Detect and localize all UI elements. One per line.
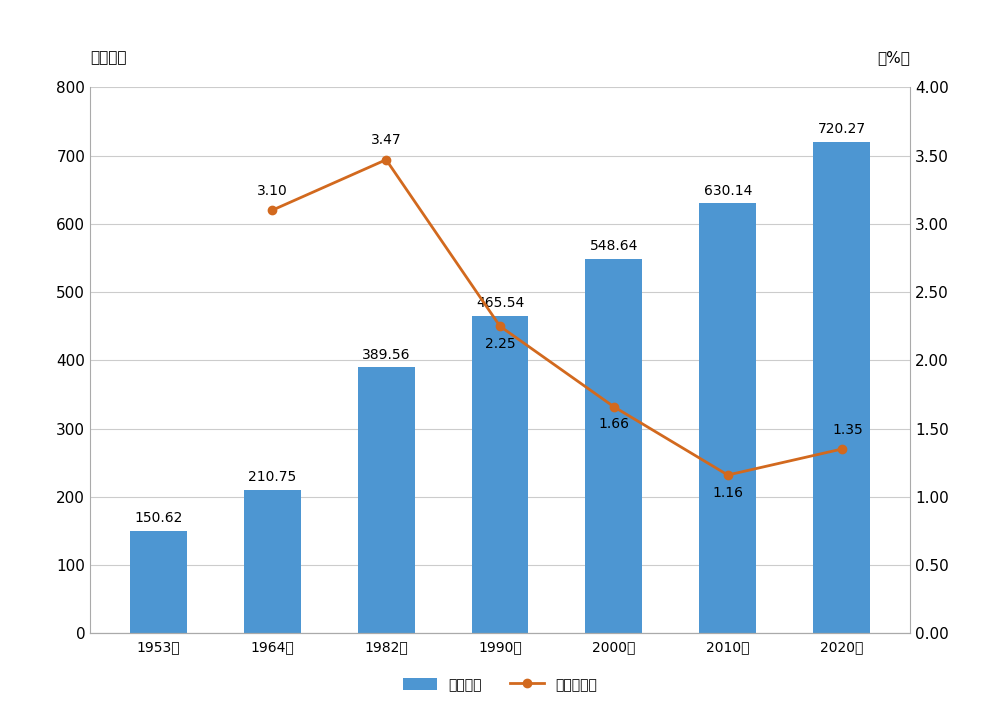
Bar	[585, 259, 642, 633]
Bar	[358, 368, 415, 633]
Text: 150.62: 150.62	[134, 511, 183, 525]
Text: 1.35: 1.35	[832, 423, 863, 437]
Bar	[244, 489, 301, 633]
Text: （%）: （%）	[877, 50, 910, 66]
Text: 1.16: 1.16	[712, 486, 743, 499]
Text: 3.47: 3.47	[371, 133, 401, 147]
Text: 720.27: 720.27	[818, 122, 866, 136]
Bar	[699, 203, 756, 633]
Text: 1.66: 1.66	[598, 417, 629, 431]
Text: 389.56: 389.56	[362, 348, 410, 362]
Bar	[813, 142, 870, 633]
Text: 210.75: 210.75	[248, 470, 296, 484]
Bar	[130, 531, 187, 633]
Text: （万人）: （万人）	[90, 50, 126, 66]
Text: 465.54: 465.54	[476, 296, 524, 310]
Text: 548.64: 548.64	[590, 240, 638, 253]
Text: 3.10: 3.10	[257, 184, 288, 198]
Bar	[472, 316, 528, 633]
Text: 630.14: 630.14	[704, 184, 752, 198]
Text: 2.25: 2.25	[485, 337, 515, 351]
Legend: 全区人口, 年均增长率: 全区人口, 年均增长率	[397, 672, 603, 697]
